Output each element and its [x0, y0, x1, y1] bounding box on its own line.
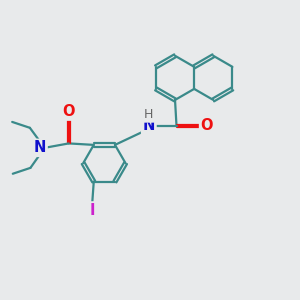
Text: N: N [34, 140, 46, 155]
Text: O: O [62, 104, 75, 119]
Text: N: N [142, 118, 155, 134]
Text: I: I [89, 203, 95, 218]
Text: O: O [201, 118, 213, 134]
Text: H: H [144, 108, 154, 121]
